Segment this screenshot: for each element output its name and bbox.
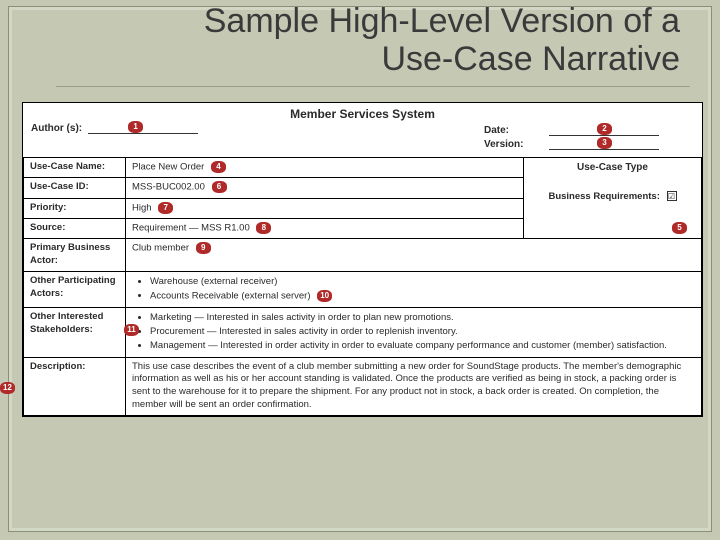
- callout-3: 3: [597, 137, 612, 149]
- callout-7: 7: [158, 202, 173, 214]
- callout-6: 6: [212, 181, 227, 193]
- list-item: Marketing — Interested in sales activity…: [150, 312, 695, 325]
- row-value-source: Requirement — MSS R1.00 8: [126, 218, 524, 238]
- row-label-stakeholders: Other Interested Stakeholders:: [24, 308, 126, 357]
- row-label-description: Description: 12: [24, 357, 126, 415]
- narrative-table: Use-Case Name: Place New Order 4 Use-Cas…: [23, 157, 702, 416]
- list-item: Procurement — Interested in sales activi…: [150, 326, 695, 339]
- table-row: Use-Case Name: Place New Order 4 Use-Cas…: [24, 158, 702, 178]
- row-value-primary: Club member 9: [126, 239, 702, 272]
- narrative-sheet: Member Services System Author (s): 1 Dat…: [22, 102, 703, 417]
- author-field: 1: [88, 123, 198, 134]
- date-field: 2: [549, 125, 659, 136]
- title-line-1: Sample High-Level Version of a: [204, 2, 680, 40]
- callout-8: 8: [256, 222, 271, 234]
- row-label-name: Use-Case Name:: [24, 158, 126, 178]
- author-label: Author (s):: [31, 123, 82, 134]
- row-label-other-part: Other Participating Actors:: [24, 271, 126, 307]
- version-field: 3: [549, 139, 659, 150]
- table-row: Description: 12 This use case describes …: [24, 357, 702, 415]
- row-value-other-part: Warehouse (external receiver) Accounts R…: [126, 271, 702, 307]
- use-case-type-label: Use-Case Type: [530, 161, 695, 175]
- callout-12: 12: [0, 382, 15, 394]
- list-item: Warehouse (external receiver): [150, 276, 695, 289]
- title-underline: [56, 86, 690, 87]
- row-value-description: This use case describes the event of a c…: [126, 357, 702, 415]
- callout-4: 4: [211, 161, 226, 173]
- callout-5: 5: [672, 222, 687, 234]
- row-label-id: Use-Case ID:: [24, 178, 126, 198]
- table-row: Primary Business Actor: Club member 9: [24, 239, 702, 272]
- row-label-priority: Priority:: [24, 198, 126, 218]
- slide-title: Sample High-Level Version of a Use-Case …: [0, 2, 720, 78]
- header-row: Author (s): 1 Date: 2 Version: 3: [23, 123, 702, 157]
- title-line-2: Use-Case Narrative: [381, 40, 680, 78]
- table-row: Other Interested Stakeholders: 11 Market…: [24, 308, 702, 357]
- business-req-label: Business Requirements:: [548, 191, 659, 204]
- callout-2: 2: [597, 123, 612, 135]
- use-case-type-cell: Use-Case Type Business Requirements: ☑ 5: [524, 158, 702, 239]
- version-label: Version:: [484, 139, 539, 150]
- date-label: Date:: [484, 125, 539, 136]
- row-value-stakeholders: 11 Marketing — Interested in sales activ…: [126, 308, 702, 357]
- row-label-primary: Primary Business Actor:: [24, 239, 126, 272]
- row-value-name: Place New Order 4: [126, 158, 524, 178]
- callout-1: 1: [128, 121, 143, 133]
- row-label-source: Source:: [24, 218, 126, 238]
- row-value-id: MSS-BUC002.00 6: [126, 178, 524, 198]
- table-row: Other Participating Actors: Warehouse (e…: [24, 271, 702, 307]
- callout-11: 11: [124, 324, 139, 336]
- callout-9: 9: [196, 242, 211, 254]
- checkbox-icon: ☑: [667, 191, 677, 201]
- date-version-block: Date: 2 Version: 3: [484, 123, 694, 151]
- row-value-priority: High 7: [126, 198, 524, 218]
- list-item: Accounts Receivable (external server) 10: [150, 290, 695, 303]
- system-title: Member Services System: [23, 103, 702, 123]
- author-block: Author (s): 1: [31, 123, 484, 134]
- list-item: Management — Interested in order activit…: [150, 340, 695, 353]
- callout-10: 10: [317, 290, 332, 302]
